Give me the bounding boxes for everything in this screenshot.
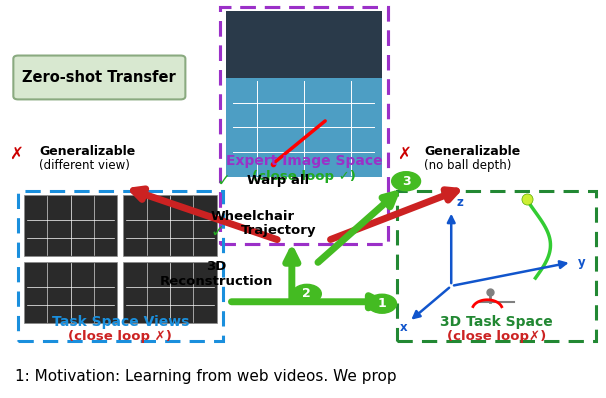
Text: Wheelchair: Wheelchair [211,210,295,223]
Text: Generalizable: Generalizable [424,145,521,158]
Bar [219,7,388,244]
Text: Generalizable: Generalizable [39,145,136,158]
Text: 1: 1 [378,297,387,310]
Text: (close loop✗): (close loop✗) [447,330,546,343]
Circle shape [293,284,321,303]
Text: Expert Image Space: Expert Image Space [225,154,382,168]
Bar [18,191,222,341]
FancyBboxPatch shape [124,262,217,324]
Text: (different view): (different view) [39,159,130,172]
Text: Task Space Views: Task Space Views [52,315,189,329]
FancyBboxPatch shape [124,195,217,256]
Text: 3D Task Space: 3D Task Space [440,315,553,329]
Circle shape [391,172,421,191]
Text: 3D: 3D [207,259,227,273]
FancyBboxPatch shape [13,56,185,100]
Text: ✗: ✗ [397,144,411,162]
Text: Zero-shot Transfer: Zero-shot Transfer [22,70,176,85]
Text: ✗: ✗ [9,144,23,162]
Text: y: y [578,256,585,269]
Text: 3: 3 [402,175,410,188]
FancyBboxPatch shape [24,262,118,324]
FancyBboxPatch shape [225,11,382,78]
Text: Trajectory: Trajectory [241,224,316,237]
Text: 2: 2 [302,287,311,300]
Text: 1: Motivation: Learning from web videos. We prop: 1: Motivation: Learning from web videos.… [15,369,397,384]
Text: Warp all: Warp all [247,174,309,187]
Text: ✓: ✓ [211,222,224,240]
FancyBboxPatch shape [225,78,382,177]
Text: x: x [400,321,408,334]
Text: (close loop ✓): (close loop ✓) [252,170,356,183]
Text: ✓: ✓ [217,172,230,190]
Bar [397,191,596,341]
Text: Reconstruction: Reconstruction [160,275,273,289]
Text: (close loop ✗): (close loop ✗) [68,330,172,343]
Text: z: z [456,196,463,209]
FancyBboxPatch shape [24,195,118,256]
Text: (no ball depth): (no ball depth) [424,159,511,172]
Bar [219,7,388,244]
Circle shape [368,294,396,313]
